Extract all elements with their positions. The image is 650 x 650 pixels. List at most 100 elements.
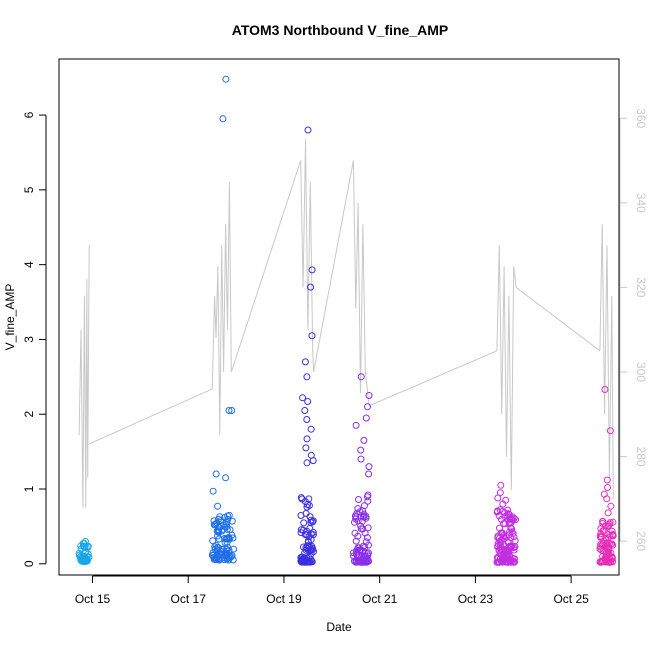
plot-frame: [58, 58, 620, 576]
data-point: [604, 557, 611, 564]
data-point: [607, 502, 615, 510]
data-point: [364, 403, 371, 411]
data-point: [301, 558, 309, 566]
data-point: [210, 551, 217, 559]
data-point: [604, 509, 612, 517]
data-point: [224, 512, 232, 520]
x-axis: Oct 15 Oct 17 Oct 19 Oct 21 Oct 23 Oct 25: [75, 575, 589, 606]
data-point: [601, 386, 609, 393]
data-point: [304, 558, 312, 566]
data-point: [510, 544, 518, 552]
data-point: [604, 484, 611, 491]
y-axis-left: 0 1 2 3 4 5 6: [22, 111, 47, 567]
data-point: [228, 517, 236, 525]
data-point: [508, 513, 516, 521]
data-point: [360, 436, 368, 444]
data-point: [221, 539, 229, 546]
data-point: [358, 517, 366, 525]
data-point: [365, 541, 372, 549]
data-point: [364, 550, 371, 558]
line-segment: [300, 139, 315, 373]
data-point: [215, 515, 222, 523]
data-point: [365, 463, 373, 471]
data-point: [355, 496, 362, 503]
data-point: [307, 425, 315, 433]
data-point: [304, 537, 312, 545]
data-point: [301, 358, 309, 366]
data-point: [351, 518, 358, 526]
line-series: [78, 139, 614, 508]
data-point: [214, 526, 222, 534]
data-point: [494, 507, 501, 515]
data-point: [303, 435, 311, 443]
data-point: [301, 407, 309, 414]
y-tick-label: 1: [22, 485, 36, 492]
data-point: [299, 394, 307, 402]
data-point: [609, 518, 617, 526]
data-point: [303, 545, 311, 553]
x-tick-label: Oct 15: [75, 592, 111, 606]
data-point: [494, 558, 502, 566]
y-axis-right: 260 280 300 320 340 360: [619, 108, 648, 551]
data-point: [217, 550, 225, 558]
y-right-tick-label: 340: [634, 193, 648, 213]
x-tick-label: Oct 21: [362, 592, 398, 606]
y-right-tick-label: 260: [634, 531, 648, 551]
data-point: [494, 543, 502, 551]
data-point: [309, 518, 317, 526]
data-point: [222, 474, 230, 482]
data-point: [360, 513, 368, 521]
data-point: [596, 545, 604, 553]
data-point: [352, 421, 360, 429]
line-segment: [313, 160, 354, 373]
y-tick-label: 0: [22, 560, 36, 567]
data-point: [356, 547, 364, 555]
data-point: [354, 505, 362, 513]
x-tick-label: Oct 17: [171, 592, 207, 606]
data-point: [600, 527, 608, 535]
x-tick-label: Oct 25: [553, 592, 589, 606]
data-point: [211, 545, 219, 553]
data-point: [219, 115, 227, 123]
line-segment: [369, 350, 498, 407]
data-point: [223, 520, 231, 528]
data-point: [300, 519, 308, 527]
data-point: [209, 549, 217, 557]
data-point: [302, 444, 310, 452]
data-point: [362, 414, 370, 422]
data-point: [224, 515, 232, 523]
data-point: [603, 495, 611, 503]
line-segment: [599, 223, 614, 499]
data-point: [596, 543, 604, 550]
data-point: [308, 266, 316, 274]
data-point: [82, 554, 90, 562]
data-point: [355, 557, 363, 565]
data-point: [360, 510, 368, 518]
data-point: [353, 510, 361, 517]
y-tick-label: 2: [22, 411, 36, 418]
data-point: [350, 552, 357, 560]
y-right-tick-label: 320: [634, 277, 648, 297]
data-point: [219, 545, 226, 553]
data-point: [302, 510, 310, 517]
y-axis-label: V_fine_AMP: [3, 284, 17, 351]
data-point: [357, 455, 365, 463]
data-point: [357, 525, 365, 533]
data-point: [605, 520, 613, 528]
line-segment: [352, 160, 370, 406]
data-point: [510, 533, 518, 541]
line-segment: [230, 160, 302, 373]
data-point: [307, 283, 314, 291]
data-point: [309, 528, 317, 536]
data-point: [609, 530, 617, 538]
data-point: [225, 553, 233, 561]
y-right-tick-label: 360: [634, 108, 648, 128]
data-point: [352, 537, 360, 545]
data-point: [497, 481, 505, 489]
y-right-tick-label: 300: [634, 362, 648, 382]
data-point: [212, 542, 220, 549]
data-point: [359, 547, 367, 555]
data-point: [603, 539, 611, 547]
data-point: [212, 470, 220, 478]
data-point: [228, 407, 236, 414]
